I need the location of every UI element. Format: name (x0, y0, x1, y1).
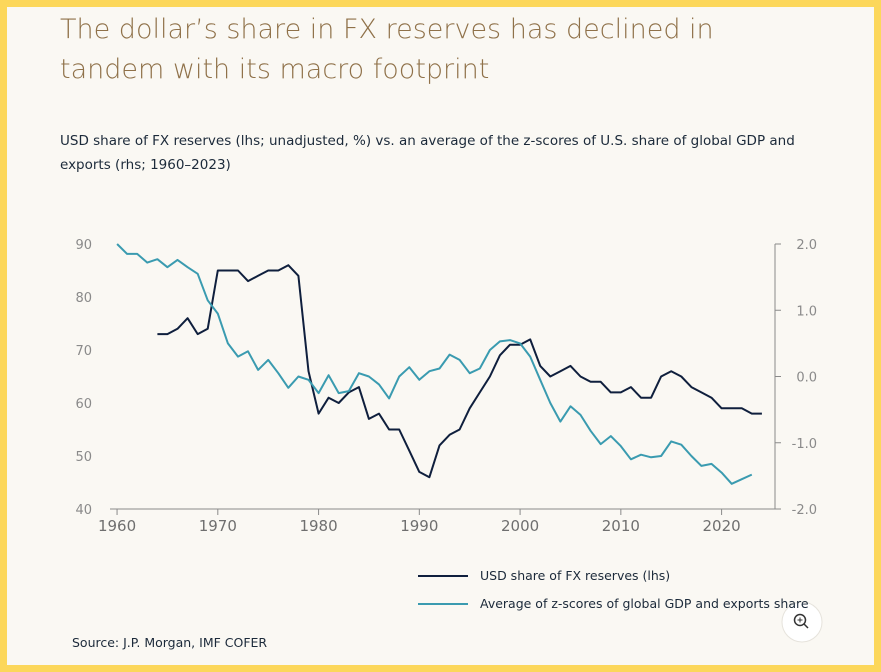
x-tick-label: 1990 (400, 517, 438, 535)
legend-label: USD share of FX reserves (lhs) (480, 568, 670, 583)
chart-title: The dollar’s share in FX reserves has de… (60, 14, 714, 85)
zoom-button[interactable] (781, 601, 823, 643)
y2-tick-label: 2.0 (796, 238, 817, 253)
data-line (116, 243, 753, 485)
y-tick-label: 90 (75, 238, 92, 253)
x-tick-label: 1980 (299, 517, 337, 535)
y2-tick-label: 1.0 (796, 304, 817, 319)
y-tick-label: 60 (75, 397, 92, 412)
x-tick-label: 2010 (602, 517, 640, 535)
data-line (157, 264, 762, 479)
chart-subtitle: USD share of FX reserves (lhs; unadjuste… (60, 133, 795, 173)
card (7, 7, 874, 665)
x-tick-label: 1970 (199, 517, 237, 535)
y-tick-label: 50 (75, 450, 92, 465)
x-tick-label: 2000 (501, 517, 539, 535)
y-tick-label: 80 (75, 291, 92, 306)
source: Source: J.P. Morgan, IMF COFER (72, 635, 267, 650)
y2-tick-label: -2.0 (792, 503, 817, 518)
legend-label: Average of z-scores of global GDP and ex… (480, 596, 809, 611)
y2-tick-label: 0.0 (796, 371, 817, 386)
y2-tick-label: -1.0 (792, 437, 817, 452)
x-tick-label: 2020 (703, 517, 741, 535)
x-tick-label: 1960 (98, 517, 136, 535)
y-tick-label: 70 (75, 344, 92, 359)
y-tick-label: 40 (75, 503, 92, 518)
